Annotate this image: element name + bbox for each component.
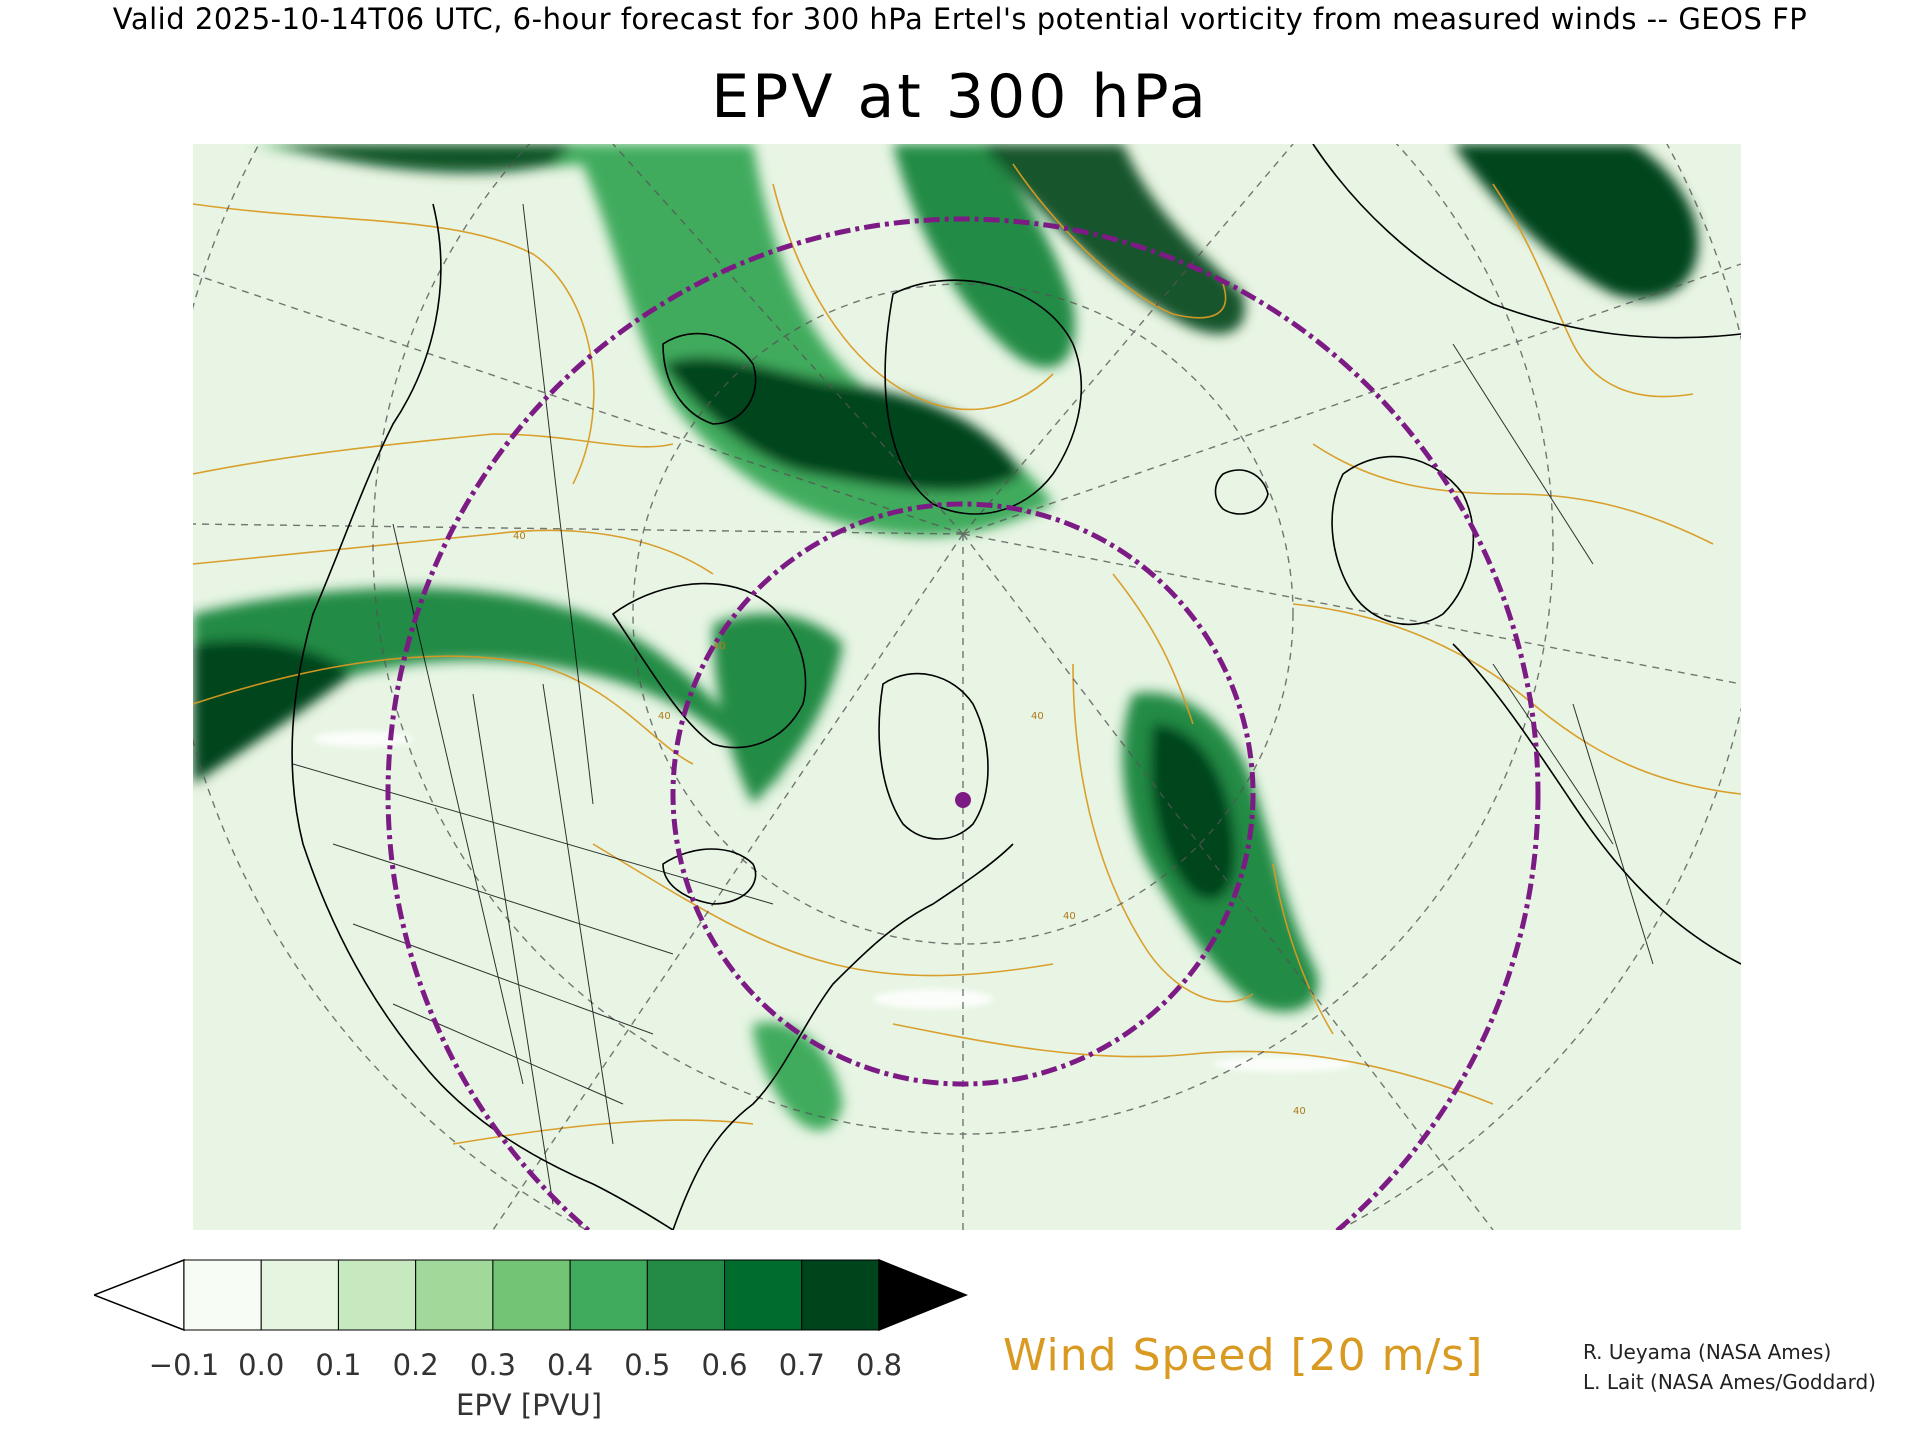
valid-time-header: Valid 2025-10-14T06 UTC, 6-hour forecast… xyxy=(112,2,1808,36)
plot-title: EPV at 300 hPa xyxy=(711,62,1209,132)
credit-line-2: L. Lait (NASA Ames/Goddard) xyxy=(1583,1370,1876,1394)
credit-line-1: R. Ueyama (NASA Ames) xyxy=(1583,1340,1832,1364)
station-marker xyxy=(955,792,971,808)
epv-northeast-lobe xyxy=(1453,144,1699,300)
north-america-coast xyxy=(291,203,674,1230)
colorbar-label: EPV [PVU] xyxy=(456,1388,603,1422)
colorbar-ticks: −0.1 0.0 0.1 0.2 0.3 0.4 0.5 0.6 0.7 0.8 xyxy=(0,1348,1000,1388)
us-east-coast xyxy=(672,843,1014,1230)
colorbar-tick-label: 0.0 xyxy=(238,1348,285,1382)
coastlines xyxy=(291,144,1741,1230)
inner-range-ring xyxy=(385,216,1541,1230)
europe-coast xyxy=(1452,643,1741,965)
contour-label: 40 xyxy=(1063,911,1076,922)
epv-arctic-core xyxy=(663,357,1023,492)
colorbar-cell xyxy=(183,1259,262,1331)
colorbar-over-triangle xyxy=(878,1258,969,1332)
colorbar-cell xyxy=(569,1259,648,1331)
wind-speed-legend: Wind Speed [20 m/s] xyxy=(1003,1330,1484,1381)
epv-streamer-northwest-core xyxy=(273,144,573,174)
labrador xyxy=(878,672,989,840)
range-rings xyxy=(385,216,1541,1230)
us-great-lakes xyxy=(662,848,757,905)
inner-range-ring-small xyxy=(670,501,1256,1087)
colorbar-cell xyxy=(337,1259,417,1331)
scandinavia xyxy=(1331,455,1475,626)
colorbar-tick-label: 0.7 xyxy=(778,1348,825,1382)
arctic-islands xyxy=(662,332,757,425)
colorbar-cell xyxy=(646,1259,726,1331)
epv-hudson-lobe xyxy=(713,613,843,804)
colorbar-tick-label: 0.2 xyxy=(392,1348,439,1382)
colorbar-cell xyxy=(724,1259,803,1331)
epv-map: 40 40 40 40 40 40 xyxy=(193,144,1741,1230)
colorbar-cells xyxy=(183,1259,880,1331)
colorbar-tick-label: −0.1 xyxy=(148,1348,220,1382)
colorbar-cell xyxy=(260,1259,339,1331)
map-background xyxy=(193,144,1741,1230)
colorbar-tick-label: 0.1 xyxy=(315,1348,362,1382)
colorbar-cell xyxy=(492,1259,571,1331)
epv-pacific-core xyxy=(193,640,353,784)
contour-labels: 40 40 40 40 40 40 xyxy=(513,531,1306,1117)
colorbar-tick-label: 0.5 xyxy=(624,1348,671,1382)
wind-speed-contours xyxy=(193,163,1741,1145)
colorbar-under-triangle xyxy=(94,1258,185,1332)
hudson-bay xyxy=(611,582,807,749)
colorbar-tick-label: 0.6 xyxy=(701,1348,748,1382)
epv-shading xyxy=(193,144,1699,1131)
contour-label: 40 xyxy=(658,711,671,722)
contour-label: 40 xyxy=(1293,1106,1306,1117)
graticule xyxy=(193,144,1741,1230)
greenland xyxy=(884,279,1082,515)
contour-label: 40 xyxy=(513,531,526,542)
epv-atlantic-core xyxy=(1150,724,1236,901)
contour-label: 40 xyxy=(1031,711,1044,722)
epv-colorbar xyxy=(94,1258,969,1332)
colorbar-cell xyxy=(415,1259,494,1331)
colorbar-tick-label: 0.3 xyxy=(469,1348,516,1382)
colorbar-cell xyxy=(801,1259,880,1331)
epv-pacific-jet xyxy=(193,587,783,784)
map-svg: 40 40 40 40 40 40 xyxy=(193,144,1741,1230)
epv-canadian-arch xyxy=(893,144,1075,368)
colorbar-tick-label: 0.8 xyxy=(855,1348,903,1382)
eurasia-coast xyxy=(1312,144,1741,339)
colorbar-tick-label: 0.4 xyxy=(547,1348,594,1382)
contour-label: 40 xyxy=(713,641,726,652)
iceland xyxy=(1214,469,1269,515)
epv-east-coast-trough xyxy=(753,1022,843,1131)
